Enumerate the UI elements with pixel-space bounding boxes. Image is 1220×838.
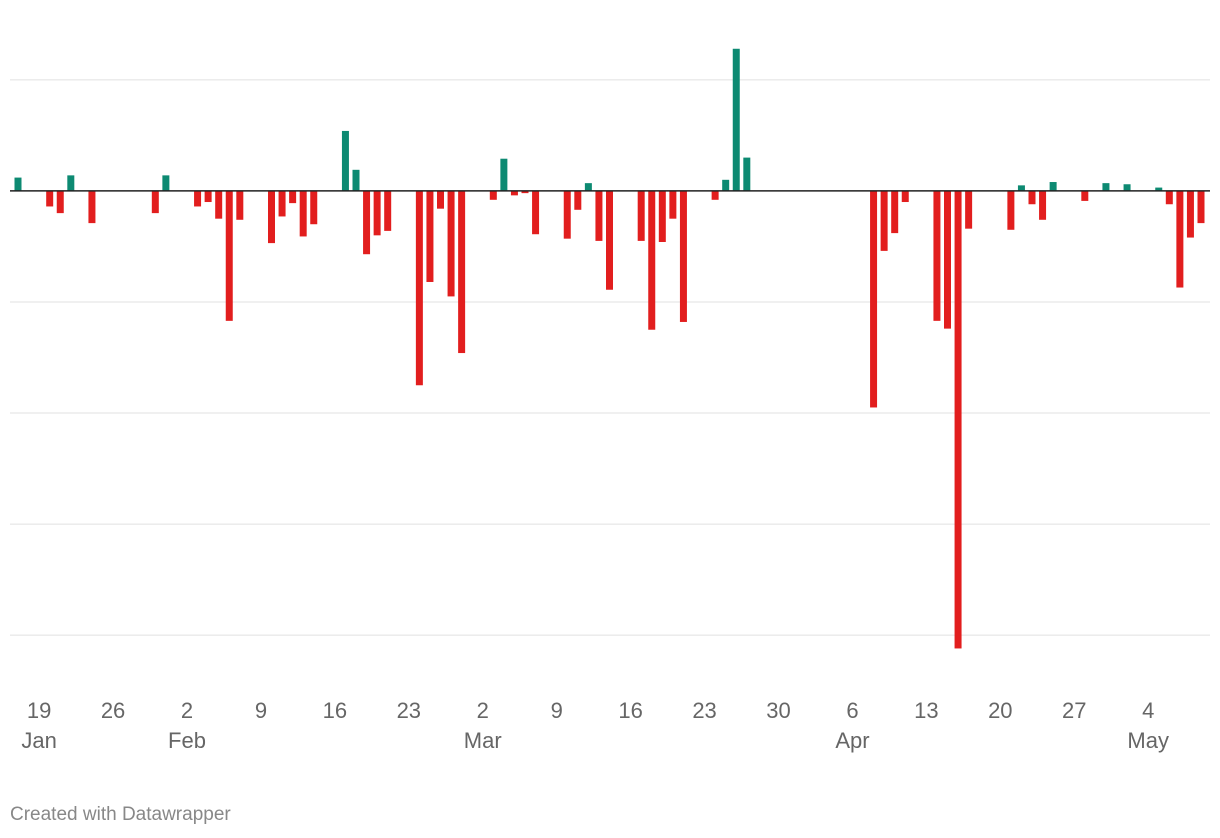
bar (954, 190, 962, 649)
bar (901, 190, 909, 203)
bar (88, 190, 96, 224)
bar (341, 130, 349, 191)
bar (1155, 187, 1163, 191)
bar (711, 190, 719, 200)
bar (236, 190, 244, 220)
bar (965, 190, 973, 229)
bar (14, 177, 22, 191)
bar (870, 190, 878, 408)
x-tick-label: 9 (551, 698, 563, 723)
bar (384, 190, 392, 231)
bar (732, 48, 740, 191)
bar (289, 190, 297, 204)
x-month-label: May (1127, 728, 1169, 753)
x-tick-label: 23 (397, 698, 421, 723)
x-tick-label: 19 (27, 698, 51, 723)
bar (1197, 190, 1205, 224)
bar (1039, 190, 1047, 220)
x-tick-label: 30 (766, 698, 790, 723)
bar (743, 157, 751, 191)
bar (1165, 190, 1173, 205)
x-tick-label: 16 (323, 698, 347, 723)
x-tick-label: 23 (692, 698, 716, 723)
x-month-label: Mar (464, 728, 502, 753)
bar (225, 190, 233, 321)
bar (880, 190, 888, 251)
bar (447, 190, 455, 297)
bar (933, 190, 941, 321)
bar (669, 190, 677, 219)
bar (521, 190, 529, 194)
x-month-label: Apr (835, 728, 869, 753)
bar (458, 190, 466, 354)
bar (648, 190, 656, 330)
bar (1049, 182, 1057, 191)
bar (278, 190, 286, 217)
bar (194, 190, 202, 207)
bar (373, 190, 381, 236)
bar (944, 190, 951, 329)
bar (56, 190, 64, 214)
bar (1017, 185, 1025, 191)
bar (1028, 190, 1036, 205)
x-month-label: Feb (168, 728, 206, 753)
bar (268, 190, 275, 244)
bar (595, 190, 603, 241)
bar (1186, 190, 1194, 238)
bar (162, 175, 170, 191)
bar (891, 190, 899, 234)
bar (204, 190, 212, 203)
bar (1123, 184, 1131, 191)
x-tick-label: 26 (101, 698, 125, 723)
x-tick-label: 2 (477, 698, 489, 723)
bar (637, 190, 645, 241)
x-tick-label: 9 (255, 698, 267, 723)
x-tick-label: 4 (1142, 698, 1154, 723)
x-tick-label: 20 (988, 698, 1012, 723)
bar (151, 190, 159, 214)
bar (563, 190, 571, 239)
x-tick-label: 6 (846, 698, 858, 723)
bar (658, 190, 666, 242)
x-month-label: Jan (21, 728, 56, 753)
bar (606, 190, 613, 290)
bar (426, 190, 434, 282)
bar (510, 190, 518, 196)
bar (679, 190, 687, 322)
x-tick-label: 2 (181, 698, 193, 723)
bar (489, 190, 497, 200)
bar (215, 190, 223, 219)
x-tick-label: 13 (914, 698, 938, 723)
bar (1102, 183, 1110, 191)
x-tick-label: 27 (1062, 698, 1086, 723)
bar (67, 175, 75, 191)
bar (574, 190, 582, 210)
bar (415, 190, 423, 386)
bar (532, 190, 540, 235)
bar (352, 169, 360, 191)
bar (1081, 190, 1089, 201)
bar (500, 158, 508, 191)
bar (437, 190, 444, 209)
bar (1176, 190, 1184, 288)
bar (1007, 190, 1015, 230)
credit: Created with Datawrapper (10, 804, 231, 825)
bar (722, 179, 730, 191)
bar (299, 190, 307, 237)
bar (363, 190, 371, 255)
bar (310, 190, 318, 225)
bar (584, 183, 592, 191)
bar (46, 190, 54, 207)
x-tick-label: 16 (618, 698, 642, 723)
